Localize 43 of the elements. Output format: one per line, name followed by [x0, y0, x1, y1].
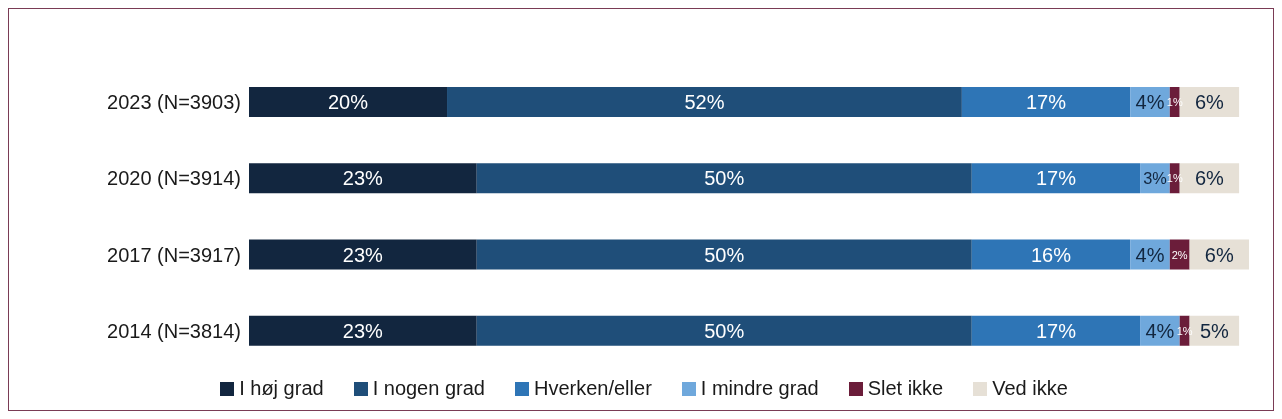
data-label: 50% [704, 243, 745, 266]
bar [961, 87, 1131, 117]
legend-label: Ved ikke [991, 377, 1068, 400]
y-tick-label: 2017 (N=3917) [107, 243, 241, 266]
bar [249, 87, 448, 117]
data-label: 17% [1035, 167, 1077, 190]
data-label: 52% [684, 91, 725, 113]
data-label: 4% [1145, 319, 1175, 342]
data-label: 6% [1194, 167, 1225, 190]
bar [971, 315, 1141, 346]
data-label: 50% [704, 319, 745, 342]
legend-label: I høj grad [238, 377, 324, 400]
data-label: 23% [342, 167, 384, 190]
data-label: 3% [1143, 169, 1167, 188]
y-tick-label: 2023 (N=3903) [107, 91, 241, 114]
data-label: 16% [1030, 243, 1072, 266]
bar [249, 239, 477, 270]
bar [476, 239, 972, 270]
legend-label: Slet ikke [866, 377, 944, 400]
data-label: 23% [342, 243, 384, 266]
data-label: 17% [1026, 91, 1067, 113]
y-tick-label: 2020 (N=3914) [107, 167, 241, 190]
bar [447, 87, 962, 117]
bar [476, 315, 972, 346]
data-label: 2% [1171, 248, 1188, 261]
data-label: 6% [1194, 91, 1225, 113]
data-label: 5% [1199, 319, 1230, 342]
legend-label: I nogen grad [371, 377, 485, 400]
bar [476, 163, 972, 194]
y-tick-label: 2014 (N=3814) [107, 319, 241, 342]
bar [971, 163, 1141, 194]
bar [971, 239, 1131, 270]
legend-label: I mindre grad [699, 377, 819, 400]
data-label: 17% [1035, 319, 1077, 342]
bar [249, 163, 477, 194]
data-label: 6% [1204, 243, 1234, 266]
data-label: 4% [1135, 243, 1165, 266]
legend-label: Hverken/eller [532, 377, 652, 400]
data-label: 50% [704, 167, 745, 190]
data-label: 20% [327, 91, 369, 113]
bar [249, 315, 477, 346]
data-label: 4% [1135, 91, 1165, 113]
data-label: 23% [342, 319, 384, 342]
